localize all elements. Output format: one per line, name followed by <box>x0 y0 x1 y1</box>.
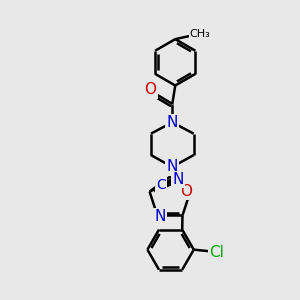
Text: N: N <box>167 115 178 130</box>
Text: O: O <box>144 82 156 98</box>
Text: Cl: Cl <box>209 245 224 260</box>
Text: N: N <box>172 172 183 187</box>
Text: C: C <box>156 178 166 191</box>
Text: O: O <box>180 184 192 199</box>
Text: CH₃: CH₃ <box>190 29 210 39</box>
Text: N: N <box>167 159 178 174</box>
Text: N: N <box>154 209 166 224</box>
